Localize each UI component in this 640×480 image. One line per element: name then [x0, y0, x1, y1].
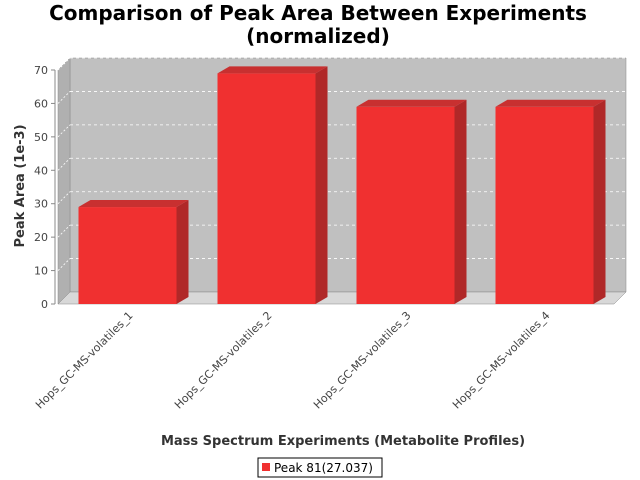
bar-top — [217, 66, 328, 74]
x-tick-label: Hops_GC-MS-volatiles_2 — [172, 309, 275, 412]
gridline-depth — [57, 91, 71, 104]
gridline-depth — [57, 191, 71, 204]
gridline-depth — [57, 158, 71, 171]
legend: Peak 81(27.037) — [257, 457, 383, 478]
x-tick-label: Hops_GC-MS-volatiles_4 — [450, 309, 553, 412]
y-tick-label: 50 — [34, 131, 48, 144]
bar-top — [356, 99, 467, 107]
y-tick-label: 20 — [34, 231, 48, 244]
x-axis-title: Mass Spectrum Experiments (Metabolite Pr… — [161, 434, 525, 449]
y-axis: 0 10 20 30 40 50 60 70 — [34, 64, 56, 311]
y-tick-label: 0 — [41, 298, 48, 311]
x-tick-label: Hops_GC-MS-volatiles_3 — [311, 309, 414, 412]
y-axis-title: Peak Area (1e-3) — [13, 124, 28, 247]
chart-title-line-2: (normalized) — [246, 24, 390, 48]
y-tick-label: 10 — [34, 265, 48, 278]
gridline-depth — [57, 258, 71, 271]
y-tick-label: 70 — [34, 64, 48, 77]
chart-title-line-1: Comparison of Peak Area Between Experime… — [49, 1, 587, 25]
bar — [495, 106, 594, 305]
y-tick-label: 30 — [34, 198, 48, 211]
legend-label: Peak 81(27.037) — [274, 461, 373, 475]
plot-left-wall — [57, 57, 71, 305]
bars — [78, 66, 606, 305]
gridline-depth — [57, 124, 71, 138]
gridline-depth — [57, 57, 71, 71]
bar-top — [78, 200, 189, 208]
bar — [78, 207, 177, 304]
bar-side — [315, 66, 328, 304]
bar-side — [593, 99, 606, 305]
y-tick-label: 60 — [34, 97, 48, 110]
bar-top — [495, 99, 606, 107]
y-tick-label: 40 — [34, 164, 48, 177]
bar-side — [176, 200, 189, 304]
x-tick-label: Hops_GC-MS-volatiles_1 — [33, 309, 136, 412]
gridline-depth — [57, 224, 71, 238]
x-axis: Hops_GC-MS-volatiles_1 Hops_GC-MS-volatil… — [33, 309, 553, 412]
bar — [356, 106, 455, 305]
bar-side — [454, 99, 467, 305]
legend-swatch — [262, 463, 270, 471]
legend-box — [257, 457, 383, 478]
bar — [217, 73, 316, 304]
